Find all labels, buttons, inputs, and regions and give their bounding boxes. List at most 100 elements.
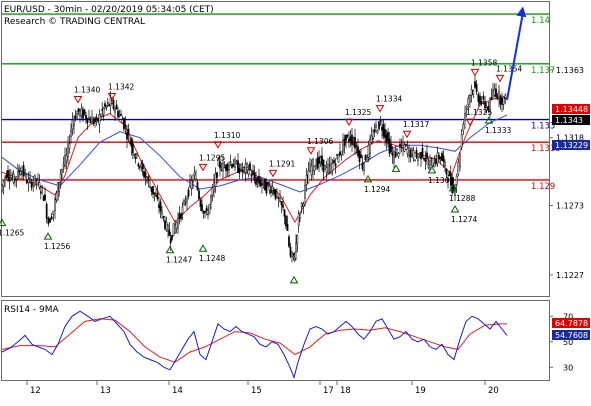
price-candle xyxy=(217,158,220,167)
price-candle xyxy=(313,166,316,171)
price-candle xyxy=(464,113,466,121)
price-candle xyxy=(372,137,374,139)
price-candle xyxy=(426,152,428,160)
price-candle xyxy=(337,154,340,163)
x-tick-label: 20 xyxy=(488,386,499,396)
price-candle xyxy=(388,138,391,154)
price-candle xyxy=(412,150,415,159)
rsi-line xyxy=(1,310,508,380)
price-candle xyxy=(346,134,349,137)
price-badge-label: 1.13448 xyxy=(555,105,588,114)
price-candle xyxy=(117,110,119,118)
price-candle xyxy=(85,115,87,120)
pivot-high-label: 1.1317 xyxy=(403,120,429,129)
price-candle xyxy=(418,152,421,156)
price-candle xyxy=(264,179,266,191)
pivot-low-marker xyxy=(391,164,401,172)
price-candle xyxy=(296,235,299,244)
price-candle xyxy=(106,102,109,104)
price-candle xyxy=(30,181,33,188)
price-candle xyxy=(44,194,46,201)
price-candle xyxy=(228,165,230,170)
price-candle xyxy=(240,164,242,170)
pivot-low-label: 1.1247 xyxy=(166,256,192,265)
price-candle xyxy=(504,94,507,99)
level-label-1.137: 1.137 xyxy=(531,66,555,76)
price-candle xyxy=(64,155,66,166)
price-candle xyxy=(265,182,268,194)
price-candle xyxy=(174,224,176,234)
price-candle xyxy=(192,181,194,183)
price-candle xyxy=(400,146,403,148)
price-candle xyxy=(415,150,418,158)
price-candle xyxy=(244,163,247,174)
price-candle xyxy=(304,184,306,199)
price-candle xyxy=(115,104,118,110)
price-candle xyxy=(253,172,256,181)
price-candle xyxy=(171,235,173,240)
pivot-low-label: 1.1333 xyxy=(485,126,511,135)
price-candle xyxy=(502,96,505,105)
price-y-axis: 1.1363 1.1318 1.1273 1.1227 xyxy=(549,66,584,280)
price-candle xyxy=(94,118,96,123)
price-candle xyxy=(42,195,45,201)
price-candle xyxy=(186,198,188,202)
price-candle xyxy=(385,133,388,143)
price-candle xyxy=(364,155,367,161)
price-candle xyxy=(487,105,490,111)
price-candle xyxy=(111,100,113,104)
pivot-high-marker xyxy=(268,169,278,178)
price-candle xyxy=(11,177,14,179)
price-candle xyxy=(495,88,497,97)
pivot-high-label: 1.1291 xyxy=(269,159,295,168)
price-candle xyxy=(496,95,499,99)
rsi-tick-label: 30 xyxy=(563,363,573,372)
pivot-low-marker xyxy=(450,205,460,213)
rsi-badge xyxy=(552,318,590,328)
price-candle xyxy=(280,201,283,206)
pivot-high-marker xyxy=(73,96,83,104)
price-candle xyxy=(406,148,409,154)
price-candle xyxy=(259,180,262,187)
price-candle xyxy=(421,147,424,158)
price-candle xyxy=(427,164,430,168)
price-candle xyxy=(158,204,160,208)
price-candle xyxy=(12,173,15,183)
price-candle xyxy=(309,163,311,172)
forecast-arrow-head xyxy=(516,6,527,18)
pivot-low-marker xyxy=(289,275,299,284)
price-candle xyxy=(352,143,355,145)
price-candle xyxy=(15,176,18,180)
price-candle xyxy=(336,154,338,156)
price-candle xyxy=(465,105,468,109)
price-candle xyxy=(140,163,143,168)
price-candle xyxy=(394,152,397,158)
x-tick-label: 12 xyxy=(30,386,41,396)
price-candle xyxy=(420,152,422,160)
price-candle xyxy=(109,97,112,106)
price-candle xyxy=(222,162,224,172)
price-candle xyxy=(445,168,448,175)
price-candle xyxy=(133,154,136,156)
price-candle xyxy=(161,210,163,215)
pivot-high-label: 1.1295 xyxy=(199,153,225,162)
level-label-1.133: 1.133 xyxy=(531,122,555,132)
price-candle xyxy=(102,107,105,115)
price-candle xyxy=(235,161,238,164)
price-candle xyxy=(202,210,205,214)
x-tick-label: 19 xyxy=(415,386,426,396)
price-candle xyxy=(144,172,147,178)
price-candle xyxy=(373,129,376,133)
price-candle xyxy=(432,165,434,167)
price-candle xyxy=(207,214,209,216)
level-lines: 1.14 1.137 1.133 1.1315 1.129 xyxy=(2,13,561,192)
price-candle xyxy=(150,186,153,192)
price-candle xyxy=(52,210,55,215)
price-candle xyxy=(324,165,326,170)
price-candle xyxy=(331,163,334,171)
price-candle xyxy=(447,177,449,182)
forecast-arrow xyxy=(506,6,527,101)
price-candle xyxy=(39,191,42,194)
price-candle xyxy=(4,177,6,181)
price-candle xyxy=(299,214,301,219)
